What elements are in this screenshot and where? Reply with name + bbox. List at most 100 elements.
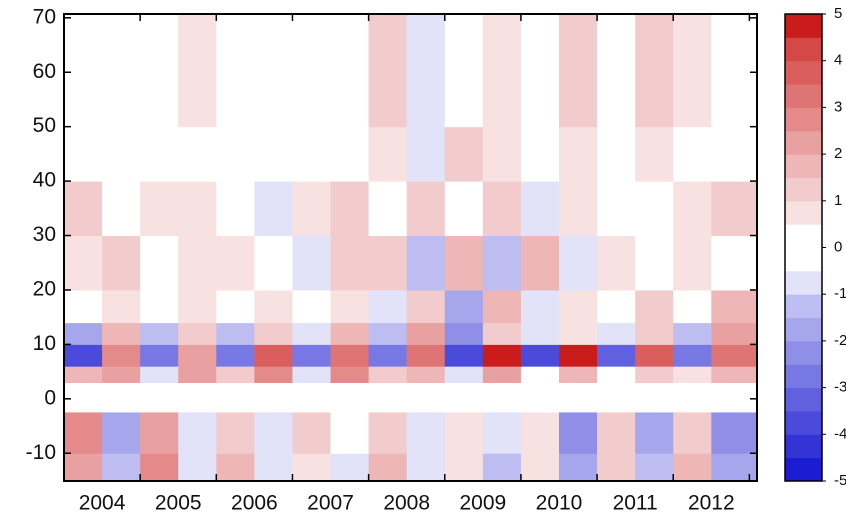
colorbar-swatch — [785, 364, 822, 389]
cell — [216, 453, 255, 482]
cell — [64, 235, 103, 291]
cell — [140, 344, 179, 367]
cell — [444, 14, 484, 128]
colorbar-swatch — [785, 84, 822, 108]
x-tick-label: 2004 — [79, 492, 126, 515]
x-tick-label: 2012 — [688, 492, 735, 515]
cell — [559, 14, 598, 128]
cell — [635, 344, 674, 367]
cell — [216, 181, 255, 237]
cell — [254, 14, 293, 128]
cell — [444, 235, 484, 291]
cell — [635, 126, 674, 182]
cell — [292, 289, 332, 324]
x-tick-label: 2007 — [307, 492, 354, 515]
y-tick-label: 20 — [33, 278, 56, 301]
cell — [140, 366, 179, 383]
cell — [406, 126, 446, 182]
cell — [330, 322, 370, 345]
colorbar-label: 4 — [834, 52, 842, 69]
cell — [559, 181, 598, 237]
cell — [406, 453, 446, 482]
cell — [140, 14, 179, 128]
cell — [444, 289, 484, 324]
cell — [178, 14, 217, 128]
cell — [292, 412, 332, 454]
cell — [216, 235, 255, 291]
cell — [292, 235, 332, 291]
cell — [559, 235, 598, 291]
cell — [64, 289, 103, 324]
cell — [140, 181, 179, 237]
cell — [597, 14, 636, 128]
cell — [292, 181, 332, 237]
cell — [559, 322, 598, 345]
cell — [102, 366, 141, 383]
y-tick-label: 50 — [33, 114, 56, 137]
cell — [292, 344, 332, 367]
cell — [368, 412, 408, 454]
cell — [102, 126, 141, 182]
cell — [330, 344, 370, 367]
cell — [482, 126, 522, 182]
cell — [64, 181, 103, 237]
colorbar-swatch — [785, 60, 822, 85]
cell — [406, 344, 446, 367]
cell — [673, 14, 712, 128]
cell — [64, 322, 103, 345]
cell — [178, 181, 217, 237]
cell — [711, 453, 758, 482]
y-tick-label: -10 — [26, 441, 56, 464]
cell — [64, 344, 103, 367]
cell — [444, 412, 484, 454]
cell — [368, 453, 408, 482]
colorbar-swatch — [785, 294, 822, 319]
cell — [368, 366, 408, 383]
cell — [597, 344, 636, 367]
cell — [102, 344, 141, 367]
colorbar-label: -2 — [834, 332, 846, 349]
colorbar-label: 1 — [834, 192, 842, 209]
colorbar-swatch — [785, 14, 822, 38]
cell — [406, 289, 446, 324]
colorbar-swatch — [785, 37, 822, 62]
cell — [330, 14, 370, 128]
cell — [711, 344, 758, 367]
colorbar-swatch — [785, 340, 822, 365]
cell — [597, 235, 636, 291]
cell — [673, 366, 712, 383]
cell — [330, 289, 370, 324]
cell — [597, 322, 636, 345]
cell — [406, 366, 446, 383]
cell — [711, 14, 758, 128]
cell — [178, 322, 217, 345]
cell — [597, 126, 636, 182]
cell — [635, 14, 674, 128]
cell — [254, 289, 293, 324]
colorbar-swatch — [785, 224, 822, 248]
cell — [140, 322, 179, 345]
cell — [102, 412, 141, 454]
cell — [140, 453, 179, 482]
cell — [559, 366, 598, 383]
cell — [102, 235, 141, 291]
cell — [292, 14, 332, 128]
cell — [178, 289, 217, 324]
cell — [482, 235, 522, 291]
cell — [368, 126, 408, 182]
cell — [444, 453, 484, 482]
cell — [254, 344, 293, 367]
colorbar-swatch — [785, 107, 822, 132]
x-tick-label: 2009 — [459, 492, 506, 515]
cell — [711, 366, 758, 383]
cell — [216, 322, 255, 345]
cell — [102, 322, 141, 345]
cell — [292, 366, 332, 383]
cell — [64, 412, 103, 454]
cell — [635, 235, 674, 291]
cell — [482, 181, 522, 237]
cell — [444, 126, 484, 182]
cell — [520, 412, 560, 454]
cell — [482, 453, 522, 482]
cell — [292, 453, 332, 482]
